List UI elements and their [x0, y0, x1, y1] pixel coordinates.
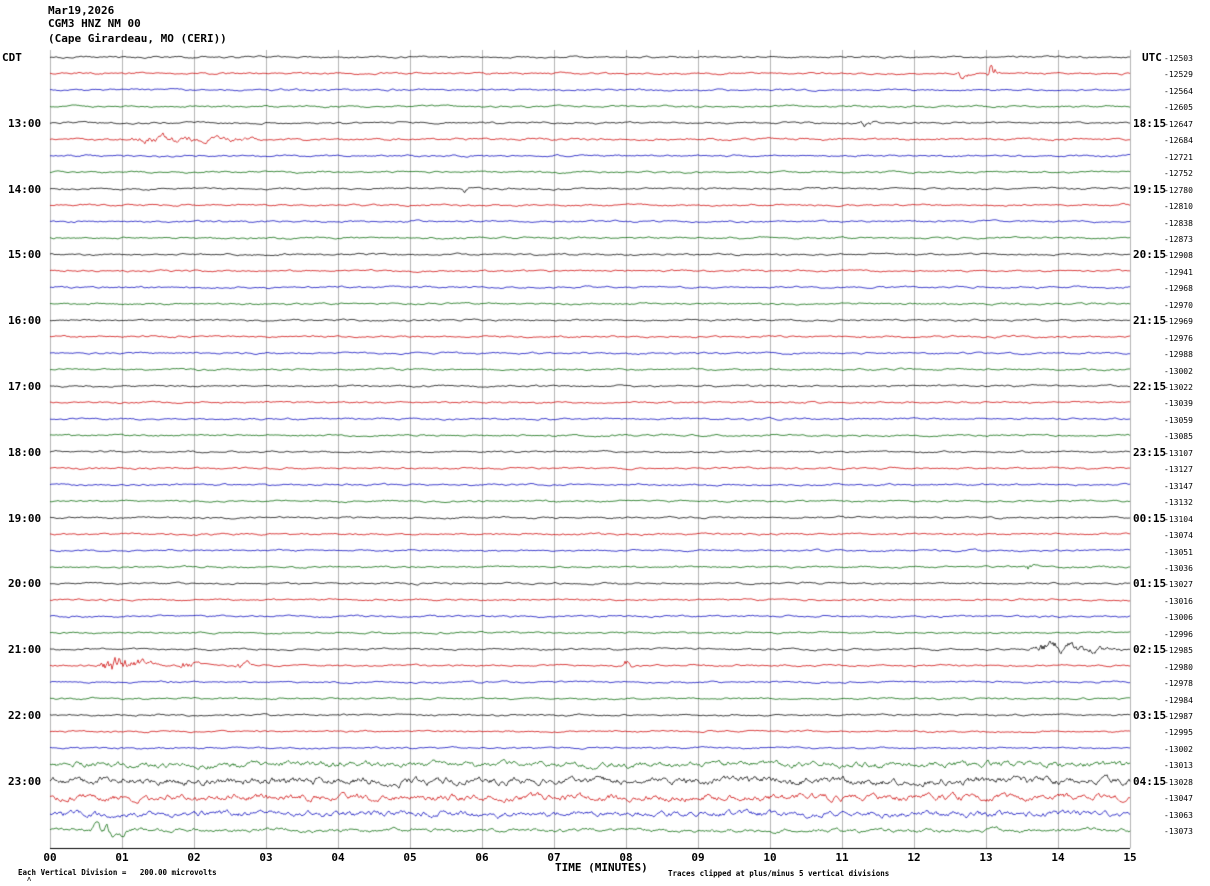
- x-tick-label: 07: [547, 851, 561, 864]
- x-tick-label: 00: [43, 851, 57, 864]
- trace-offset-value: -13132: [1164, 498, 1193, 508]
- utc-time-label: 22:15: [1133, 380, 1167, 393]
- trace-offset-value: -12564: [1164, 86, 1193, 96]
- utc-time-label: 00:15: [1133, 511, 1167, 525]
- left-time-label: 21:00: [8, 643, 42, 657]
- station-location: (Cape Girardeau, MO (CERI)): [48, 32, 227, 45]
- utc-time-label: 23:15: [1133, 445, 1167, 459]
- left-time-label: 13:00: [8, 116, 42, 130]
- x-tick-label: 11: [835, 851, 849, 864]
- left-time-label: 17:00: [8, 380, 42, 393]
- station-id: CGM3 HNZ NM 00: [48, 17, 141, 30]
- trace-offset-value: -13104: [1164, 514, 1193, 524]
- trace-offset-value: -13127: [1164, 465, 1193, 475]
- trace-offset-value: -13085: [1164, 432, 1193, 442]
- trace-offset-value: -12873: [1164, 234, 1193, 244]
- x-tick-label: 01: [115, 851, 129, 864]
- corner-mark: ʌ: [27, 875, 32, 883]
- left-time-label: 20:00: [8, 577, 42, 591]
- trace-offset-value: -13016: [1164, 596, 1193, 606]
- trace-offset-value: -12838: [1164, 218, 1193, 228]
- trace-offset-value: -12987: [1164, 712, 1193, 721]
- report-date: Mar19,2026: [48, 4, 115, 17]
- trace-offset-value: -12996: [1164, 629, 1193, 639]
- x-tick-label: 09: [691, 851, 705, 864]
- x-axis-title: TIME (MINUTES): [555, 861, 648, 874]
- left-time-label: 14:00: [8, 182, 42, 196]
- trace-offset-value: -13002: [1164, 744, 1193, 754]
- trace-offset-value: -12780: [1164, 185, 1193, 195]
- left-time-label: 15:00: [8, 248, 42, 262]
- trace-offset-value: -12684: [1164, 136, 1193, 146]
- trace-offset-value: -12995: [1164, 728, 1193, 738]
- x-tick-label: 12: [907, 851, 921, 864]
- trace-offset-value: -13047: [1164, 794, 1193, 804]
- x-tick-label: 05: [403, 851, 417, 864]
- trace-offset-value: -13002: [1164, 366, 1193, 376]
- trace-offset-value: -12721: [1164, 152, 1193, 162]
- trace-offset-value: -12647: [1164, 119, 1193, 129]
- left-time-label: 19:00: [8, 511, 42, 525]
- trace-offset-value: -13036: [1164, 563, 1193, 573]
- left-time-label: 16:00: [8, 314, 42, 328]
- x-tick-label: 06: [475, 851, 489, 864]
- trace-offset-value: -12970: [1164, 300, 1193, 310]
- trace-offset-value: -13059: [1164, 415, 1193, 425]
- utc-time-label: 18:15: [1133, 116, 1167, 130]
- trace-offset-value: -12908: [1164, 251, 1193, 261]
- trace-offset-value: -13039: [1164, 399, 1193, 409]
- utc-time-label: 19:15: [1133, 182, 1167, 196]
- trace-offset-value: -13051: [1164, 547, 1193, 557]
- x-tick-label: 10: [763, 851, 777, 864]
- trace-offset-value: -12503: [1164, 54, 1193, 63]
- right-timezone-label: UTC: [1142, 51, 1162, 64]
- trace-offset-value: -12984: [1164, 695, 1193, 705]
- x-tick-label: 04: [331, 851, 345, 864]
- scale-note: Each Vertical Division = 200.00 microvol…: [18, 868, 217, 877]
- clip-note: Traces clipped at plus/minus 5 vertical …: [668, 869, 890, 878]
- trace-offset-value: -12968: [1164, 284, 1193, 294]
- x-tick-label: 03: [259, 851, 273, 864]
- utc-time-label: 02:15: [1133, 643, 1167, 657]
- trace-offset-value: -13013: [1164, 761, 1193, 771]
- x-tick-label: 14: [1051, 851, 1065, 864]
- trace-offset-value: -13028: [1164, 777, 1193, 787]
- utc-time-label: 21:15: [1133, 314, 1167, 328]
- trace-offset-value: -13063: [1164, 810, 1193, 820]
- trace-offset-value: -13073: [1164, 827, 1193, 837]
- left-timezone-label: CDT: [2, 51, 22, 64]
- trace-offset-value: -13022: [1164, 383, 1193, 392]
- trace-offset-value: -12529: [1164, 70, 1193, 80]
- utc-time-label: 01:15: [1133, 577, 1167, 591]
- trace-offset-value: -13147: [1164, 481, 1193, 491]
- trace-offset-value: -13107: [1164, 448, 1193, 458]
- x-tick-label: 02: [187, 851, 201, 864]
- trace-offset-value: -12978: [1164, 679, 1193, 689]
- trace-offset-value: -12988: [1164, 350, 1193, 360]
- left-time-label: 18:00: [8, 445, 42, 459]
- trace-offset-value: -12969: [1164, 317, 1193, 327]
- trace-offset-value: -13027: [1164, 580, 1193, 590]
- left-time-label: 22:00: [8, 709, 42, 722]
- trace-offset-value: -13074: [1164, 531, 1193, 541]
- trace-offset-value: -12941: [1164, 267, 1193, 277]
- x-tick-label: 13: [979, 851, 993, 864]
- utc-time-label: 20:15: [1133, 248, 1167, 262]
- trace-offset-value: -12810: [1164, 202, 1193, 212]
- trace-offset-value: -12605: [1164, 103, 1193, 113]
- trace-offset-value: -12980: [1164, 662, 1193, 672]
- trace-offset-value: -13006: [1164, 613, 1193, 623]
- utc-time-label: 04:15: [1133, 774, 1167, 788]
- utc-time-label: 03:15: [1133, 709, 1167, 722]
- trace-offset-value: -12985: [1164, 646, 1193, 656]
- trace-offset-value: -12976: [1164, 333, 1193, 343]
- x-tick-label: 08: [619, 851, 633, 864]
- trace-offset-value: -12752: [1164, 169, 1193, 179]
- x-tick-label: 15: [1123, 851, 1137, 864]
- left-time-label: 23:00: [8, 774, 42, 788]
